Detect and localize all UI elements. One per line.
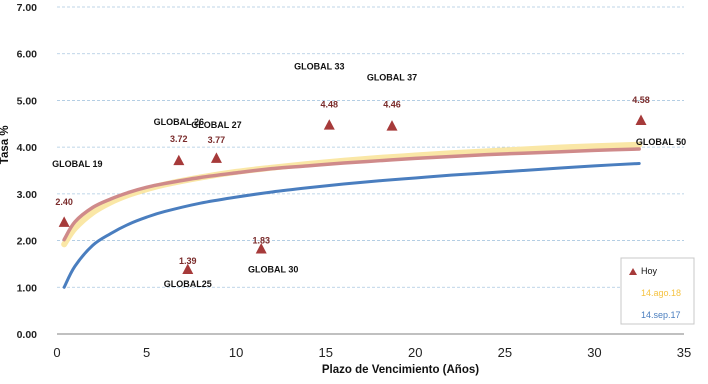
legend-marker-hoy (629, 268, 637, 275)
point-value-label: 1.39 (179, 256, 197, 266)
point-value-label: 2.40 (55, 197, 73, 207)
x-tick-label: 30 (587, 345, 601, 360)
point-value-label: 4.46 (383, 100, 401, 110)
legend-entry-hoy: Hoy (641, 266, 658, 276)
curve-14-ago-18 (61, 141, 643, 248)
point-marker (173, 154, 185, 166)
curves (61, 141, 643, 289)
point-value-label: 1.83 (252, 236, 270, 246)
y-tick-label: 5.00 (17, 95, 38, 107)
curve-secondary (62, 147, 641, 242)
point-name-label: GLOBAL25 (164, 279, 212, 289)
x-tick-label: 0 (53, 345, 60, 360)
points (58, 114, 647, 275)
point-marker (255, 243, 267, 254)
point-value-label: 3.77 (208, 135, 226, 145)
legend-entry-14-ago-18: 14.ago.18 (641, 288, 681, 298)
point-name-label: GLOBAL 33 (294, 62, 344, 72)
curve-14-sep-17 (62, 161, 641, 289)
point-name-label: GLOBAL 26 (154, 117, 204, 127)
y-axis-title: Tasa % (0, 125, 11, 164)
point-marker (58, 216, 70, 227)
x-tick-label: 5 (143, 345, 150, 360)
point-value-label: 4.48 (321, 100, 339, 110)
point-value-label: 4.58 (632, 95, 650, 105)
x-tick-label: 25 (498, 345, 512, 360)
y-tick-label: 2.00 (17, 236, 38, 248)
point-marker (386, 120, 398, 131)
y-tick-label: 7.00 (17, 2, 38, 14)
point-marker (182, 263, 194, 275)
point-marker (635, 114, 647, 125)
x-axis-title: Plazo de Vencimiento (Años) (322, 364, 479, 376)
y-tick-label: 4.00 (17, 142, 38, 154)
y-tick-label: 1.00 (17, 282, 38, 294)
x-tick-label: 20 (408, 345, 422, 360)
point-name-label: GLOBAL 37 (367, 73, 417, 83)
x-tick-label: 35 (677, 345, 691, 360)
x-tick-label: 10 (229, 345, 243, 360)
point-name-label: GLOBAL 30 (248, 265, 298, 275)
x-tick-label: 15 (318, 345, 332, 360)
legend: Hoy 14.ago.18 14.sep.17 (620, 257, 695, 325)
point-value-label: 3.72 (170, 134, 188, 144)
point-labels: 2.40 GLOBAL 19 3.72 GLOBAL 26 1.39 GLOBAL25 3.… (52, 62, 686, 289)
axes: 0.00 1.00 2.00 3.00 4.00 5.00 6.00 7.00 0 5 10 15 20… (17, 2, 692, 360)
point-marker (323, 119, 335, 130)
point-marker (210, 152, 222, 163)
y-tick-label: 3.00 (17, 189, 38, 201)
point-name-label: GLOBAL 27 (191, 120, 241, 130)
y-tick-label: 0.00 (17, 329, 38, 341)
y-tick-label: 6.00 (17, 49, 38, 61)
point-name-label: GLOBAL 19 (52, 159, 102, 169)
point-name-label: GLOBAL 50 (636, 137, 686, 147)
legend-entry-14-sep-17: 14.sep.17 (641, 310, 681, 320)
